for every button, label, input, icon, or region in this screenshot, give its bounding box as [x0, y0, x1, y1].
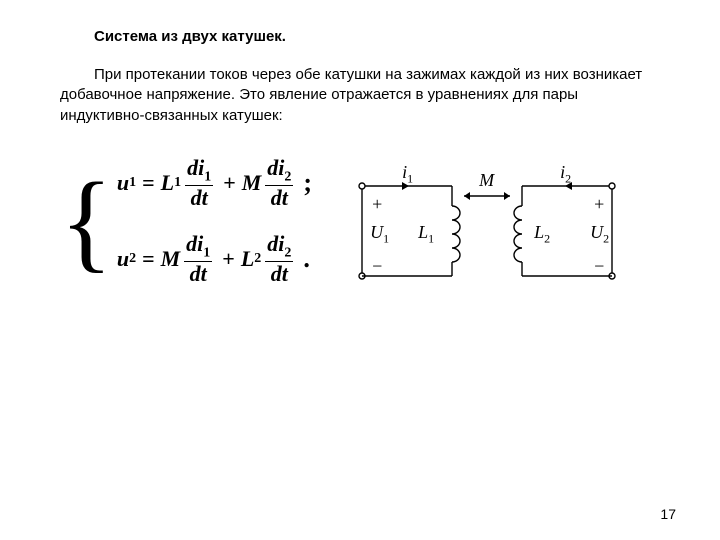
- equation-2: u2 = M di1 dt + L2 di2 dt .: [117, 232, 312, 286]
- label-i1: i1: [402, 162, 413, 187]
- plus-left: +: [372, 194, 382, 215]
- minus-left: −: [372, 256, 382, 277]
- page-number: 17: [660, 506, 676, 522]
- label-i2: i2: [560, 162, 571, 187]
- section-title: Система из двух катушек.: [94, 28, 660, 45]
- left-brace: {: [60, 177, 113, 265]
- label-U1: U1: [370, 222, 389, 247]
- equation-block: { u1 = L1 di1 dt + M di2 dt ;: [60, 156, 312, 286]
- minus-right: −: [594, 256, 604, 277]
- label-L1: L1: [418, 222, 434, 247]
- content-row: { u1 = L1 di1 dt + M di2 dt ;: [60, 156, 660, 306]
- label-U2: U2: [590, 222, 609, 247]
- equation-1: u1 = L1 di1 dt + M di2 dt ;: [117, 156, 312, 210]
- circuit-diagram: i1 i2 M + − U1 L1 + − U2 L2: [342, 156, 642, 306]
- plus-right: +: [594, 194, 604, 215]
- intro-paragraph: При протекании токов через обе катушки н…: [60, 65, 660, 126]
- label-L2: L2: [534, 222, 550, 247]
- label-M: M: [479, 170, 494, 191]
